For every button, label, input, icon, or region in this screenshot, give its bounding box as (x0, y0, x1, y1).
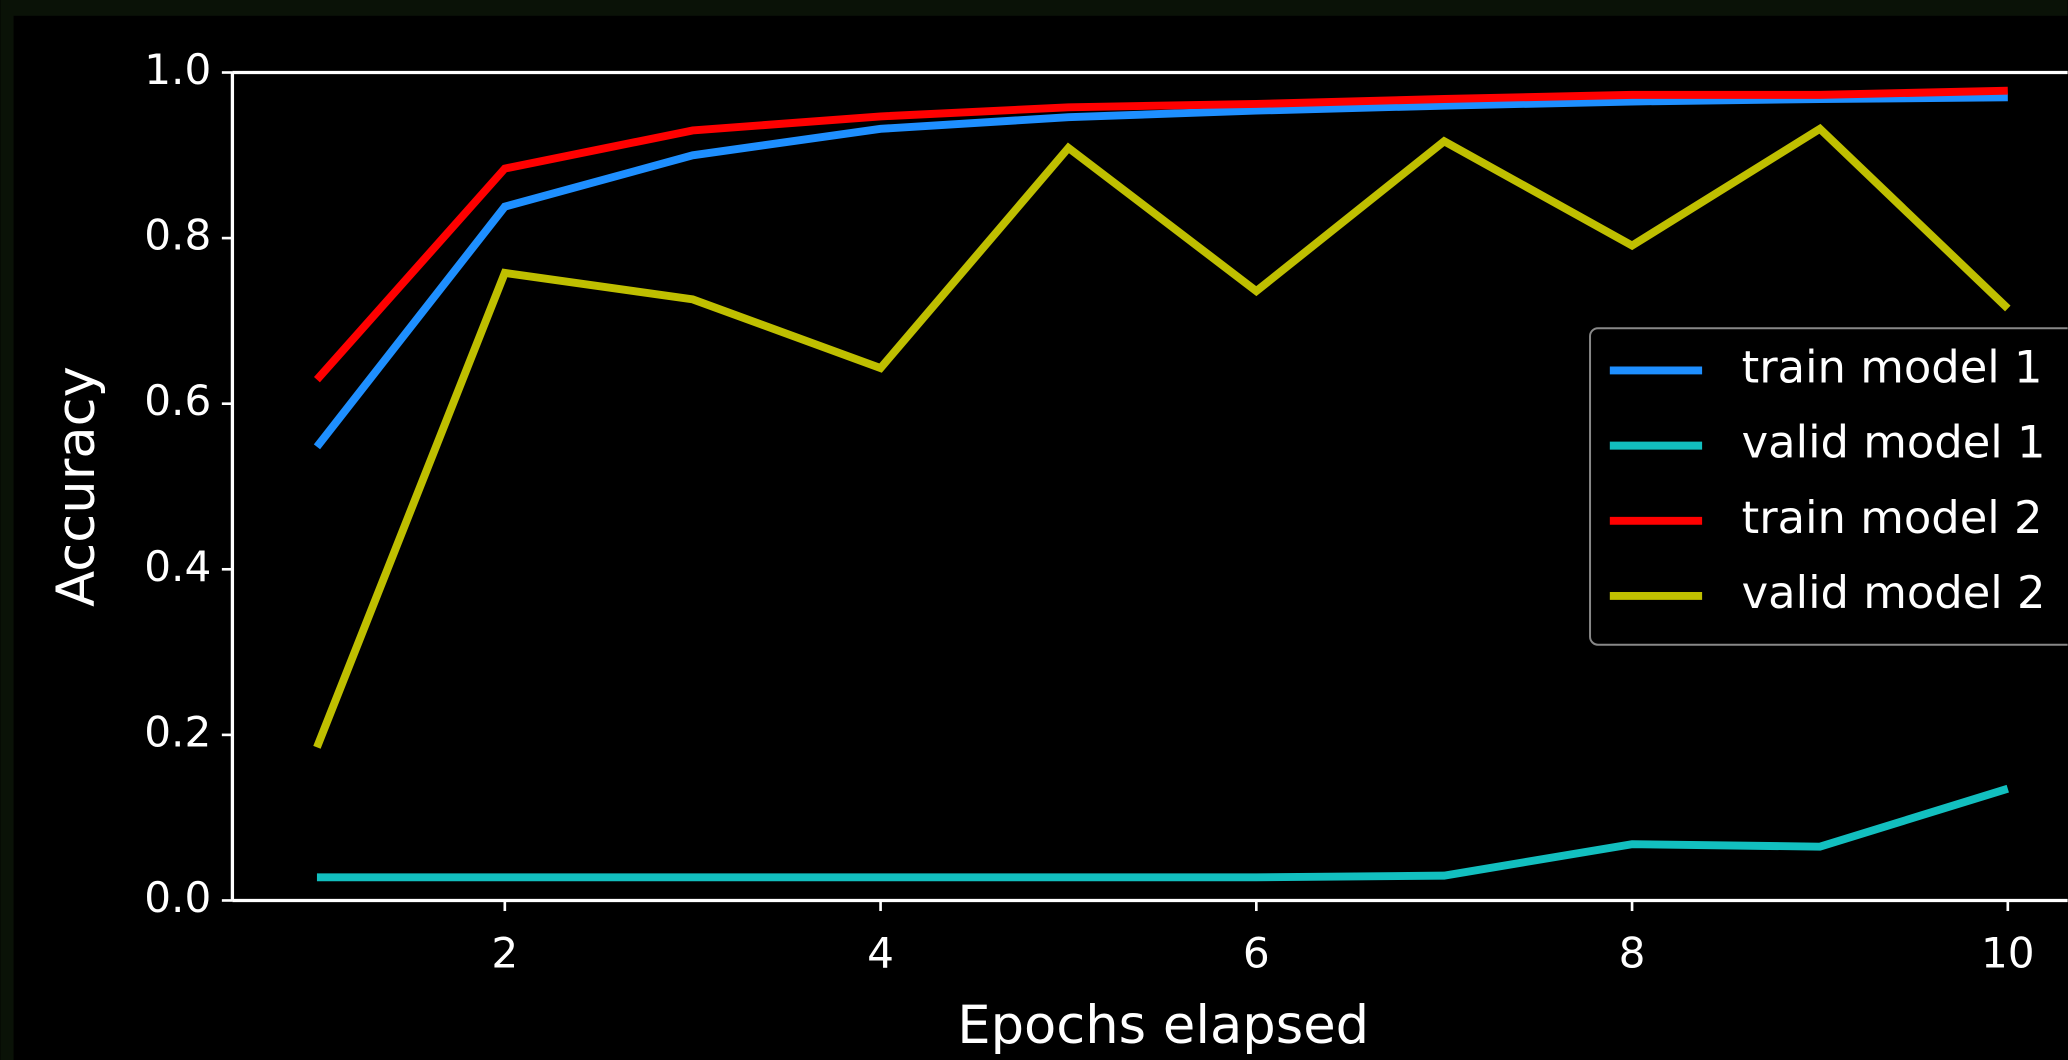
x-tick-label: 10 (1981, 928, 2035, 977)
y-tick-label: 0.2 (144, 707, 211, 756)
y-tick-label: 0.6 (144, 376, 211, 425)
y-tick-label: 1.0 (144, 45, 211, 94)
y-tick-label: 0.8 (144, 211, 211, 260)
y-axis-label: Accuracy (46, 366, 107, 607)
x-tick-label: 4 (867, 928, 894, 977)
legend: train model 1 valid model 1 train model 2 v… (1590, 328, 2068, 644)
x-tick-label: 2 (491, 928, 518, 977)
chart: Accuracy Epochs elapsed 0.0 0.2 0.4 0.6 0.8 1… (0, 0, 2068, 1060)
legend-label: valid model 1 (1742, 416, 2046, 469)
legend-label: valid model 2 (1742, 566, 2046, 619)
legend-label: train model 1 (1742, 340, 2043, 393)
x-tick-label: 8 (1619, 928, 1646, 977)
legend-label: train model 2 (1742, 491, 2043, 544)
x-tick-label: 6 (1243, 928, 1270, 977)
y-tick-label: 0.0 (144, 873, 211, 922)
x-axis-label: Epochs elapsed (957, 995, 1369, 1056)
y-tick-label: 0.4 (144, 542, 211, 591)
